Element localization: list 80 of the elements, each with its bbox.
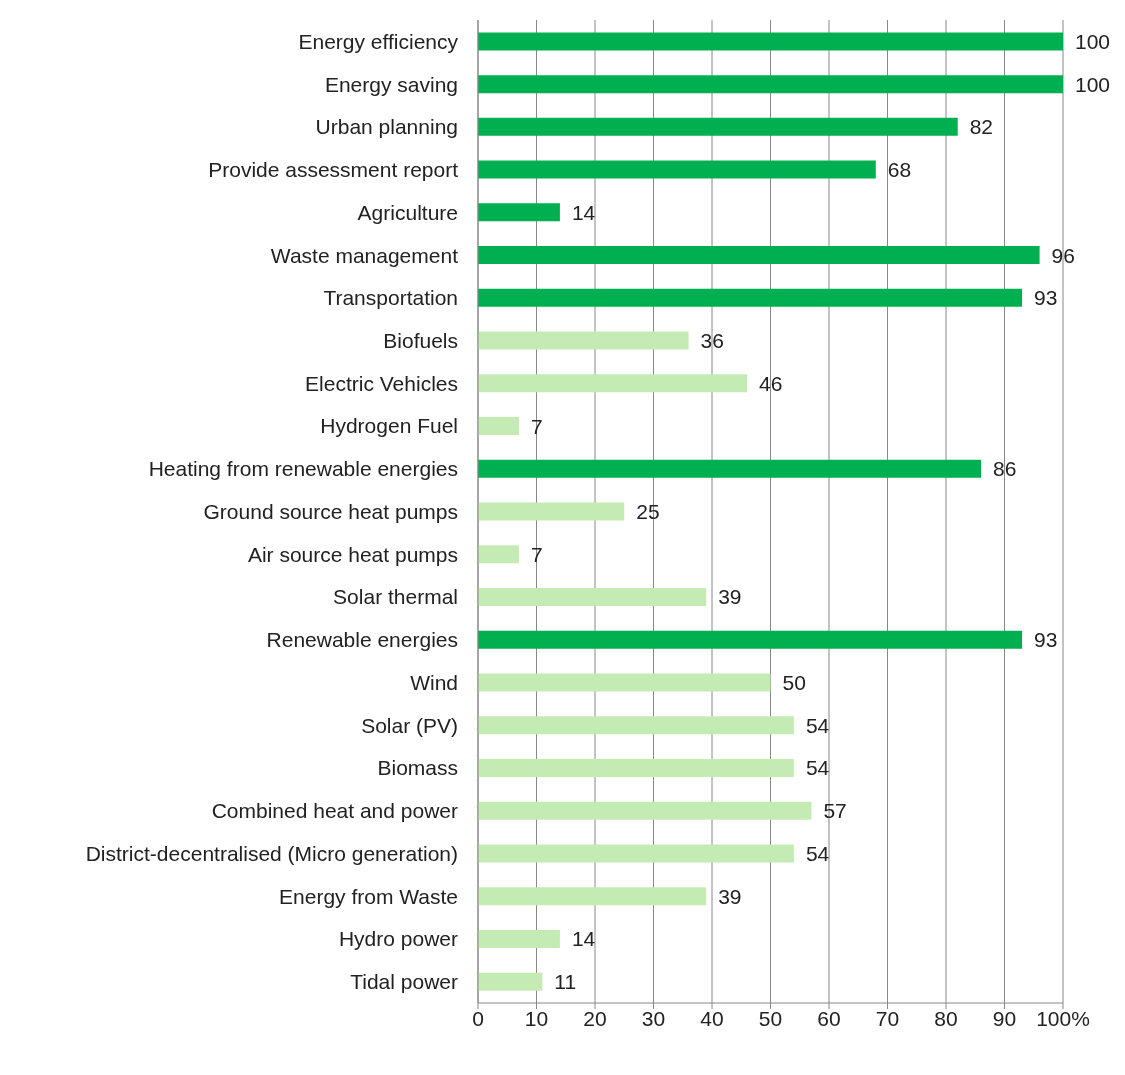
y-tick-label: Tidal power: [350, 970, 458, 994]
y-tick-label: Solar (PV): [361, 713, 458, 737]
data-label: 7: [530, 414, 543, 438]
y-tick-label: Hydro power: [338, 927, 458, 951]
data-label: 25: [636, 499, 660, 523]
y-tick-label: Heating from renewable energies: [148, 457, 458, 481]
x-tick-label: 60: [817, 1006, 841, 1030]
data-label: 82: [969, 115, 994, 139]
x-tick-label: 0: [472, 1006, 484, 1030]
x-tick-label: 90: [992, 1006, 1017, 1030]
y-tick-label: Urban planning: [315, 115, 458, 139]
data-label: 96: [1051, 243, 1075, 267]
y-tick-label: Energy from Waste: [279, 884, 458, 908]
bar: [478, 972, 543, 991]
data-label: 68: [887, 158, 912, 182]
data-label: 46: [759, 371, 783, 395]
data-label: 50: [782, 670, 806, 694]
data-label: 39: [718, 884, 742, 908]
data-label: 14: [571, 200, 596, 224]
y-tick-label: Agriculture: [357, 200, 458, 224]
data-label: 14: [571, 927, 596, 951]
bar: [478, 459, 982, 478]
y-tick-label: Electric Vehicles: [305, 371, 458, 395]
y-tick-label: Solar thermal: [333, 585, 458, 609]
bar: [478, 374, 748, 393]
bar: [478, 673, 771, 692]
y-tick-label: Hydrogen Fuel: [320, 414, 458, 438]
bar: [478, 716, 794, 735]
bar: [478, 331, 689, 350]
data-label: 54: [805, 713, 830, 737]
bar: [478, 203, 560, 222]
data-label: 86: [993, 457, 1017, 481]
y-tick-label: Transportation: [323, 286, 458, 310]
data-label: 11: [554, 970, 577, 994]
y-tick-label: Biomass: [377, 756, 458, 780]
data-label: 54: [805, 841, 830, 865]
x-tick-label: 10: [524, 1006, 549, 1030]
y-tick-label: Energy saving: [324, 72, 458, 96]
bar: [478, 75, 1063, 94]
data-label: 36: [700, 329, 724, 353]
bar: [478, 288, 1023, 307]
bar: [478, 117, 958, 136]
x-tick-label: 50: [758, 1006, 783, 1030]
bar: [478, 545, 519, 564]
bar: [478, 801, 812, 820]
data-label: 7: [530, 542, 543, 566]
x-tick-label: 40: [700, 1006, 724, 1030]
y-tick-label: District-decentralised (Micro generation): [85, 841, 458, 865]
bar: [478, 417, 519, 436]
bar: [478, 929, 560, 948]
x-tick-label: 80: [934, 1006, 958, 1030]
x-tick-label: 70: [875, 1006, 900, 1030]
bar: [478, 844, 794, 863]
bar: [478, 887, 707, 906]
y-tick-label: Provide assessment report: [208, 158, 459, 182]
x-tick-label: 100%: [1036, 1006, 1090, 1030]
data-label: 93: [1034, 286, 1058, 310]
data-label: 39: [718, 585, 742, 609]
data-label: 57: [823, 799, 847, 823]
data-label: 100: [1075, 29, 1111, 53]
y-tick-label: Energy efficiency: [298, 29, 459, 53]
bar: [478, 160, 876, 179]
y-tick-label: Combined heat and power: [211, 799, 458, 823]
y-tick-label: Waste management: [270, 243, 459, 267]
bar: [478, 32, 1063, 51]
y-tick-label: Biofuels: [383, 329, 458, 352]
data-label: 54: [805, 756, 830, 780]
y-tick-label: Ground source heat pumps: [203, 499, 458, 523]
data-label: 100: [1075, 72, 1111, 96]
bar: [478, 630, 1023, 649]
y-tick-label: Air source heat pumps: [247, 542, 458, 566]
data-label: 93: [1034, 628, 1058, 652]
bar: [478, 246, 1040, 265]
bar: [478, 758, 794, 777]
bar: [478, 588, 707, 606]
y-tick-label: Renewable energies: [266, 628, 458, 652]
x-tick-label: 20: [583, 1006, 607, 1030]
y-tick-label: Wind: [410, 670, 458, 694]
x-tick-label: 30: [641, 1006, 666, 1030]
bar: [478, 502, 625, 521]
